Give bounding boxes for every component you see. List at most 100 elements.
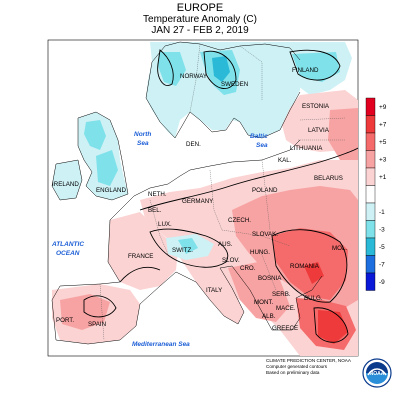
label-sweden: SWEDEN	[221, 81, 248, 88]
map-period: JAN 27 - FEB 2, 2019	[151, 25, 249, 36]
legend-swatch	[365, 132, 376, 151]
label-den: DEN.	[186, 141, 201, 148]
label-baltic-2: Sea	[256, 142, 268, 149]
label-hung: HUNG.	[250, 249, 270, 256]
label-italy: ITALY	[206, 287, 222, 294]
label-finland: FINLAND	[292, 67, 319, 74]
contour-lines	[83, 49, 359, 343]
england-cold-core	[96, 150, 118, 186]
france-contour	[119, 266, 161, 283]
legend-label: -3	[379, 227, 385, 234]
label-greece: GREECE	[272, 325, 298, 332]
map-title: EUROPE	[176, 2, 224, 14]
label-ireland: IRELAND	[52, 181, 79, 188]
ireland-coast	[51, 159, 83, 201]
label-bulg: BULG.	[304, 295, 323, 302]
balkans-field	[228, 262, 290, 322]
label-belarus: BELARUS	[314, 175, 343, 182]
legend-label: +5	[379, 139, 387, 146]
noaa-logo-text: NOAA	[370, 371, 385, 377]
legend-swatch	[365, 97, 376, 116]
anomaly-fields	[52, 42, 358, 356]
alps-cold-core	[178, 238, 198, 254]
label-latvia: LATVIA	[308, 127, 330, 134]
legend-label: +9	[379, 104, 387, 111]
legend-swatch	[365, 185, 376, 204]
legend-label: +3	[379, 157, 387, 164]
legend-label: -7	[379, 262, 385, 269]
norway-sweden-border	[189, 43, 201, 113]
legend-label: -1	[379, 209, 385, 216]
label-norway: NORWAY	[180, 73, 207, 80]
southern-coast	[51, 219, 323, 345]
label-switz: SWITZ.	[172, 247, 193, 254]
label-bosnia: BOSNIA	[258, 275, 282, 282]
scotland-cold-core	[84, 120, 106, 150]
label-mol: MOL.	[332, 245, 347, 252]
legend-label: +7	[379, 122, 387, 129]
finland-cold-core	[292, 52, 340, 82]
legend-swatch	[365, 167, 376, 186]
legend-swatch	[365, 220, 376, 239]
legend-swatch	[365, 115, 376, 134]
romania-hot-core	[304, 262, 324, 284]
noaa-logo: NOAA	[362, 358, 392, 388]
coastlines	[51, 41, 323, 345]
east-warm-field	[328, 108, 358, 160]
legend-label: -5	[379, 244, 385, 251]
label-spain: SPAIN	[88, 321, 106, 328]
sea-labels: North Sea Baltic Sea ATLANTIC OCEAN Medi…	[51, 131, 268, 348]
label-kal: KAL.	[278, 157, 292, 164]
credits: CLIMATE PREDICTION CENTER, NOAA Computer…	[266, 358, 351, 376]
noaa-logo-bird	[367, 368, 387, 376]
alps-contour	[149, 228, 229, 268]
noaa-logo-lower	[366, 373, 388, 384]
label-mediterranean: Mediterranean Sea	[132, 341, 190, 348]
label-lithuania: LITHUANIA	[290, 145, 323, 152]
label-port: PORT.	[56, 317, 74, 324]
label-romania: ROMANIA	[290, 263, 320, 270]
label-neth: NETH.	[148, 191, 167, 198]
legend-swatch	[365, 150, 376, 169]
legend-swatch	[365, 202, 376, 221]
romania-warm-core	[272, 228, 348, 300]
britain-coast	[77, 111, 129, 201]
channel-coast	[109, 195, 135, 221]
norway-contour	[157, 49, 174, 86]
label-slov: SLOV.	[222, 257, 240, 264]
label-poland: POLAND	[252, 187, 278, 194]
continental-north-coast	[133, 139, 301, 197]
credits-line-3: Based on preliminary data	[266, 370, 320, 375]
label-england: ENGLAND	[96, 187, 126, 194]
zero-contour-north	[139, 147, 359, 211]
finland-contour	[289, 49, 341, 81]
label-lux: LUX.	[158, 221, 172, 228]
germany-poland-border	[209, 169, 223, 231]
scandinavia-south-coast	[145, 91, 301, 139]
label-bel: BEL.	[148, 207, 162, 214]
legend-label: +1	[379, 174, 387, 181]
turkey-contour	[313, 307, 349, 343]
central-border	[221, 229, 291, 247]
scandinavia-coast	[145, 41, 301, 99]
label-france: FRANCE	[128, 253, 153, 260]
label-germany: GERMANY	[182, 198, 213, 205]
label-serb: SERB.	[272, 291, 291, 298]
label-baltic-1: Baltic	[250, 133, 268, 140]
label-mont: MONT.	[254, 299, 274, 306]
spain-portugal-border	[99, 283, 105, 341]
france-field	[108, 212, 178, 290]
legend-swatch	[365, 272, 376, 291]
legend-label: -9	[379, 279, 385, 286]
borders	[99, 43, 346, 341]
italy-field	[180, 252, 244, 324]
color-legend: +9 +7 +5 +3 +1 -1 -3 -5 -7 -9	[365, 97, 387, 291]
france-germany-border	[149, 199, 169, 255]
poland-east-border	[261, 159, 271, 231]
sweden-finland-border	[239, 45, 263, 100]
balkan-border	[259, 249, 277, 291]
label-atlantic-1: ATLANTIC	[51, 241, 84, 248]
legend-swatch	[365, 237, 376, 256]
country-labels: NORWAY SWEDEN FINLAND ESTONIA LATVIA LIT…	[52, 67, 347, 332]
